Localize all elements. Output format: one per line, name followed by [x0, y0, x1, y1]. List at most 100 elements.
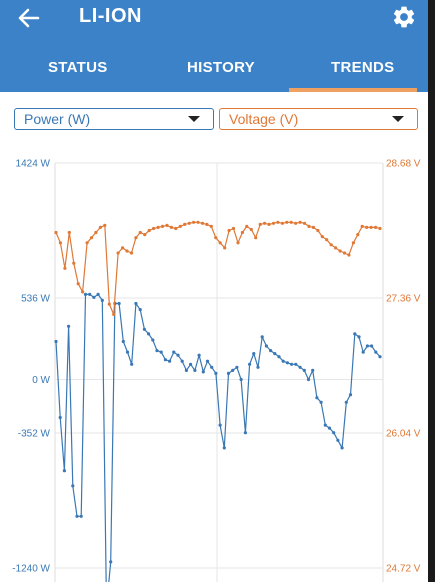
power-data-point [260, 335, 264, 339]
power-data-point [285, 361, 289, 365]
voltage-data-point [178, 224, 182, 228]
arrow-left-icon[interactable] [14, 4, 44, 32]
voltage-data-point [374, 225, 378, 229]
power-data-point [290, 362, 294, 366]
tab-history[interactable]: HISTORY [187, 59, 255, 76]
power-data-point [264, 344, 268, 348]
power-data-point [357, 335, 361, 339]
power-data-point [155, 349, 159, 353]
voltage-data-point [280, 221, 284, 225]
power-data-point [294, 362, 298, 366]
voltage-data-point [156, 225, 160, 229]
power-data-point [62, 469, 66, 473]
left-axis-tick-label: 536 W [21, 294, 50, 305]
voltage-data-point [63, 266, 67, 270]
voltage-data-point [356, 233, 360, 237]
voltage-data-point [285, 220, 289, 224]
power-data-point [138, 308, 142, 312]
voltage-data-point [347, 253, 351, 257]
voltage-data-point [236, 241, 240, 245]
right-axis-tick-label: 28.68 V [386, 159, 421, 170]
power-data-point [298, 365, 302, 369]
voltage-data-point [134, 236, 138, 240]
power-data-point [370, 344, 374, 348]
power-data-point [235, 365, 239, 369]
voltage-data-point [209, 224, 213, 228]
power-data-point [130, 362, 134, 366]
voltage-series-line [55, 221, 381, 315]
voltage-data-point [152, 226, 156, 231]
voltage-data-point [378, 226, 382, 231]
voltage-data-point [267, 222, 271, 226]
voltage-select[interactable]: Voltage (V) [219, 108, 418, 130]
gear-icon[interactable] [391, 4, 417, 30]
power-data-point [163, 358, 167, 362]
voltage-data-point [200, 221, 205, 225]
voltage-data-point [223, 246, 227, 250]
voltage-data-point [81, 290, 85, 294]
screen-edge [428, 0, 435, 582]
power-data-point [125, 350, 130, 354]
voltage-data-point [121, 246, 125, 250]
voltage-data-point [276, 220, 280, 224]
voltage-data-point [76, 282, 80, 286]
power-data-point [142, 327, 146, 331]
voltage-data-point [334, 246, 338, 250]
voltage-data-point [329, 243, 333, 247]
power-data-point [327, 426, 332, 430]
power-data-point [353, 332, 357, 336]
voltage-data-point [89, 236, 94, 240]
power-data-point [348, 393, 353, 397]
tab-trends[interactable]: TRENDS [331, 59, 395, 76]
power-data-point [239, 377, 243, 382]
power-select[interactable]: Power (W) [14, 108, 214, 130]
voltage-data-point [112, 312, 116, 316]
voltage-data-point [143, 233, 147, 237]
voltage-data-point [160, 224, 165, 228]
power-select-value: Power (W) [24, 111, 91, 127]
power-data-point [151, 338, 155, 342]
voltage-data-point [316, 228, 320, 233]
power-data-point [117, 301, 121, 306]
power-data-point [336, 438, 340, 442]
power-data-point [319, 400, 323, 404]
voltage-data-point [72, 261, 76, 265]
power-data-point [281, 359, 285, 363]
power-data-point [226, 371, 231, 375]
voltage-data-point [365, 225, 369, 229]
voltage-data-point [129, 251, 134, 255]
voltage-data-point [258, 222, 262, 226]
power-data-point [79, 514, 83, 518]
tab-status[interactable]: STATUS [48, 59, 108, 76]
power-data-point [256, 365, 260, 369]
power-data-point [121, 339, 125, 344]
voltage-data-point [254, 236, 258, 240]
right-axis-tick-label: 27.36 V [386, 294, 421, 305]
voltage-data-point [98, 225, 102, 229]
power-data-point [306, 377, 311, 382]
power-data-point [323, 423, 327, 427]
power-data-point [147, 332, 151, 336]
power-data-point [365, 344, 369, 348]
power-data-point [311, 368, 315, 372]
power-data-point [222, 446, 226, 450]
voltage-data-point [138, 230, 142, 235]
voltage-data-point [103, 223, 107, 227]
chevron-down-icon [392, 116, 404, 122]
trend-chart[interactable]: 1424 W 536 W 0 W -352 W -1240 W 28.68 V 27.36 … [0, 150, 428, 582]
power-data-point [58, 415, 62, 420]
voltage-data-point [107, 302, 111, 306]
voltage-data-point [192, 220, 196, 224]
voltage-data-point [240, 230, 244, 235]
right-axis-tick-label: 24.72 V [386, 564, 421, 575]
power-data-point [197, 353, 201, 357]
voltage-data-point [116, 251, 120, 255]
voltage-data-point [54, 230, 58, 235]
power-data-point [83, 292, 88, 296]
power-data-point [218, 423, 222, 427]
power-data-point [134, 301, 138, 306]
voltage-data-point [263, 221, 267, 225]
voltage-data-point [294, 221, 298, 225]
voltage-data-point [227, 228, 231, 233]
voltage-data-point [169, 225, 173, 229]
